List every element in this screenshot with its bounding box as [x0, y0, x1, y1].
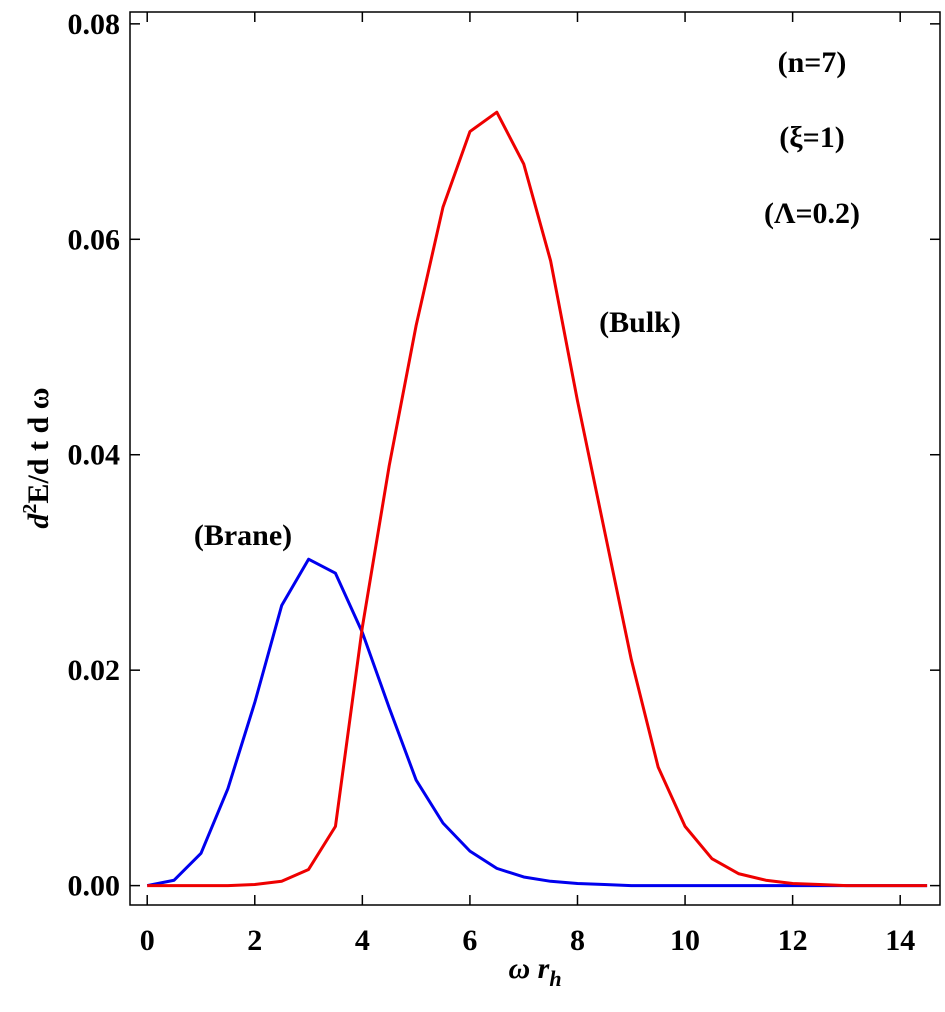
x-tick-label: 6 [462, 924, 477, 957]
y-tick-label: 0.02 [68, 654, 121, 687]
x-tick-label: 4 [355, 924, 370, 957]
x-label-sub: h [549, 966, 561, 991]
annotation: (n=7) [778, 46, 847, 79]
y-tick-label: 0.08 [68, 8, 121, 41]
annotation: (ξ=1) [779, 121, 844, 154]
x-tick-label: 0 [140, 924, 155, 957]
plot-frame [129, 11, 941, 906]
y-label-part: d [22, 513, 55, 529]
x-axis-label: ω rh [508, 952, 561, 991]
x-tick-label: 8 [570, 924, 585, 957]
x-tick-label: 2 [247, 924, 262, 957]
y-tick-label: 0.04 [68, 439, 121, 472]
y-tick-label: 0.00 [68, 870, 121, 903]
annotation: (Λ=0.2) [764, 197, 860, 230]
x-tick-label: 12 [778, 924, 808, 957]
y-axis-label: d2E/d t d ω [19, 387, 55, 528]
x-label-main: ω r [508, 952, 549, 985]
annotation: (Bulk) [599, 306, 681, 339]
annotation: (Brane) [194, 519, 292, 552]
y-label-sup: 2 [19, 504, 41, 514]
y-label-part: E/d t d ω [22, 387, 55, 503]
series-line [146, 557, 928, 888]
series-line [147, 110, 928, 888]
x-tick-label: 14 [885, 924, 915, 957]
x-tick-label: 10 [670, 924, 700, 957]
y-tick-label: 0.06 [68, 223, 121, 256]
